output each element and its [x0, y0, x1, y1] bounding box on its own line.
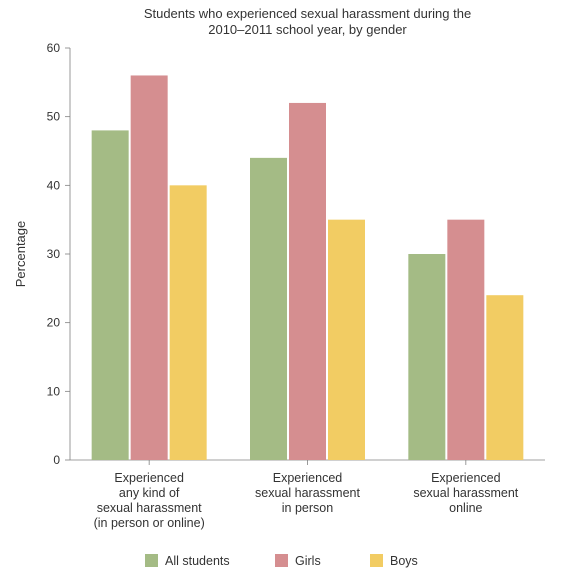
category-label-line: Experienced	[114, 471, 184, 485]
category-label-line: Experienced	[431, 471, 501, 485]
category-label-line: in person	[282, 501, 333, 515]
legend-label: All students	[165, 554, 230, 568]
y-tick-label: 0	[53, 453, 60, 467]
category-label-line: any kind of	[119, 486, 180, 500]
legend-swatch	[275, 554, 288, 567]
bar	[408, 254, 445, 460]
y-tick-label: 10	[47, 384, 61, 398]
legend-swatch	[370, 554, 383, 567]
y-axis-label: Percentage	[13, 221, 28, 288]
bar	[92, 130, 129, 460]
bar	[250, 158, 287, 460]
legend-label: Girls	[295, 554, 321, 568]
bar	[486, 295, 523, 460]
y-tick-label: 60	[47, 41, 61, 55]
bar	[447, 220, 484, 460]
category-label-line: sexual harassment	[97, 501, 202, 515]
bar	[289, 103, 326, 460]
legend-swatch	[145, 554, 158, 567]
category-label-line: (in person or online)	[94, 516, 205, 530]
category-label-line: sexual harassment	[255, 486, 360, 500]
chart-svg: Students who experienced sexual harassme…	[0, 0, 566, 586]
category-label-line: sexual harassment	[413, 486, 518, 500]
y-tick-label: 30	[47, 247, 61, 261]
bar	[328, 220, 365, 460]
harassment-bar-chart: Students who experienced sexual harassme…	[0, 0, 566, 586]
y-tick-label: 20	[47, 316, 61, 330]
y-tick-label: 50	[47, 110, 61, 124]
legend-label: Boys	[390, 554, 418, 568]
chart-title-line: 2010–2011 school year, by gender	[208, 22, 407, 37]
chart-title-line: Students who experienced sexual harassme…	[144, 6, 471, 21]
category-label-line: online	[449, 501, 482, 515]
y-tick-label: 40	[47, 178, 61, 192]
category-label-line: Experienced	[273, 471, 343, 485]
bar	[131, 75, 168, 460]
bar	[170, 185, 207, 460]
